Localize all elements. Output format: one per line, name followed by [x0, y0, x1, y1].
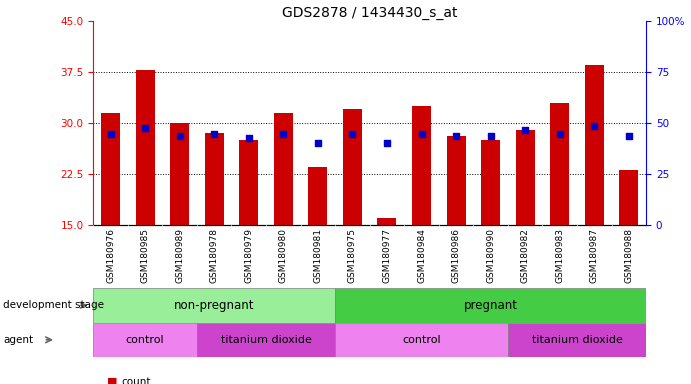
Bar — [274, 113, 293, 225]
Point — [485, 133, 496, 139]
Bar — [308, 167, 328, 225]
Text: GSM180976: GSM180976 — [106, 228, 115, 283]
Bar — [585, 65, 604, 225]
Text: GSM180981: GSM180981 — [313, 228, 323, 283]
Bar — [335, 323, 508, 357]
Text: GSM180979: GSM180979 — [244, 228, 254, 283]
Bar — [481, 140, 500, 225]
Point — [174, 133, 185, 139]
Point — [347, 131, 358, 137]
Bar — [170, 123, 189, 225]
Text: non-pregnant: non-pregnant — [174, 299, 254, 312]
Title: GDS2878 / 1434430_s_at: GDS2878 / 1434430_s_at — [282, 6, 457, 20]
Text: ■: ■ — [107, 377, 117, 384]
Text: titanium dioxide: titanium dioxide — [220, 335, 312, 345]
Text: GSM180985: GSM180985 — [140, 228, 150, 283]
Bar — [343, 109, 362, 225]
Text: control: control — [402, 335, 441, 345]
Text: GSM180978: GSM180978 — [209, 228, 219, 283]
Point — [140, 124, 151, 131]
Bar — [197, 323, 335, 357]
Text: agent: agent — [3, 335, 34, 345]
Text: GSM180977: GSM180977 — [382, 228, 392, 283]
Bar — [377, 218, 397, 225]
Bar — [205, 133, 224, 225]
Point — [278, 131, 289, 137]
Point — [209, 131, 220, 137]
Bar — [101, 113, 120, 225]
Text: GSM180990: GSM180990 — [486, 228, 495, 283]
Bar — [239, 140, 258, 225]
Bar — [446, 136, 466, 225]
Bar — [412, 106, 431, 225]
Point — [623, 133, 634, 139]
Bar — [550, 103, 569, 225]
Point — [554, 131, 565, 137]
Text: development stage: development stage — [3, 300, 104, 310]
Point — [416, 131, 427, 137]
Bar — [508, 323, 646, 357]
Bar — [93, 323, 197, 357]
Point — [451, 133, 462, 139]
Text: GSM180988: GSM180988 — [624, 228, 634, 283]
Bar — [619, 170, 638, 225]
Text: GSM180987: GSM180987 — [589, 228, 599, 283]
Text: GSM180989: GSM180989 — [175, 228, 184, 283]
Point — [312, 140, 323, 146]
Point — [381, 140, 392, 146]
Bar — [135, 70, 155, 225]
Text: GSM180975: GSM180975 — [348, 228, 357, 283]
Point — [243, 135, 254, 141]
Text: GSM180984: GSM180984 — [417, 228, 426, 283]
Bar — [335, 288, 646, 323]
Text: pregnant: pregnant — [464, 299, 518, 312]
Text: GSM180980: GSM180980 — [278, 228, 288, 283]
Text: control: control — [126, 335, 164, 345]
Point — [105, 131, 116, 137]
Point — [520, 127, 531, 133]
Text: titanium dioxide: titanium dioxide — [531, 335, 623, 345]
Point — [589, 123, 600, 129]
Text: GSM180982: GSM180982 — [520, 228, 530, 283]
Bar — [93, 288, 335, 323]
Bar — [515, 130, 535, 225]
Text: count: count — [121, 377, 151, 384]
Text: GSM180986: GSM180986 — [451, 228, 461, 283]
Text: GSM180983: GSM180983 — [555, 228, 565, 283]
